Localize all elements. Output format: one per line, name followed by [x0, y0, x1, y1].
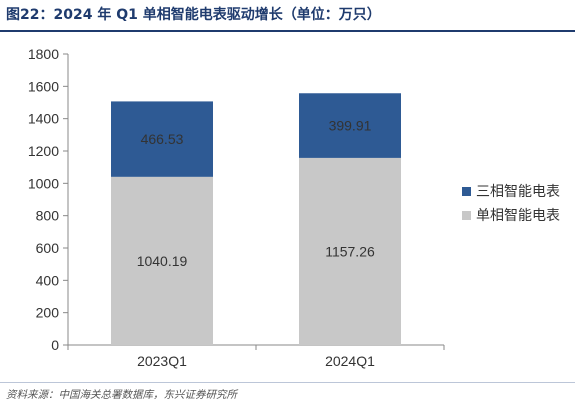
data-label: 1157.26	[325, 243, 375, 259]
y-tick-label: 200	[36, 305, 60, 321]
data-label: 466.53	[141, 131, 184, 147]
y-tick-label: 1800	[28, 46, 59, 62]
bar-segment	[299, 157, 401, 345]
y-tick-label: 800	[36, 208, 60, 224]
source-note: 资料来源：中国海关总署数据库，东兴证券研究所	[6, 389, 237, 401]
x-tick-label: 2024Q1	[325, 353, 375, 369]
y-tick-label: 1000	[28, 175, 59, 191]
x-tick-label: 2023Q1	[137, 353, 187, 369]
legend-label: 单相智能电表	[476, 208, 560, 224]
stacked-bar-chart: 0 200 400 600 800 1000 1200 1400 1600 1800 1040.19…	[28, 46, 560, 369]
bar-segment	[111, 176, 213, 345]
bar-segment	[111, 101, 213, 177]
y-tick-label: 1600	[28, 78, 59, 94]
source-rule	[0, 382, 575, 383]
data-label: 1040.19	[137, 253, 188, 269]
y-tick-label: 1200	[28, 143, 59, 159]
data-label: 399.91	[329, 118, 372, 134]
legend-swatch	[462, 187, 471, 196]
legend-label: 三相智能电表	[476, 184, 560, 200]
figure-title: 图22：2024 年 Q1 单相智能电表驱动增长（单位：万只）	[6, 7, 381, 23]
title-rule	[0, 30, 575, 32]
legend-swatch	[462, 211, 471, 220]
y-tick-label: 0	[51, 337, 59, 353]
y-tick-label: 600	[36, 240, 60, 256]
y-tick-label: 400	[36, 272, 60, 288]
y-tick-label: 1400	[28, 111, 59, 127]
bar-segment	[299, 93, 401, 158]
